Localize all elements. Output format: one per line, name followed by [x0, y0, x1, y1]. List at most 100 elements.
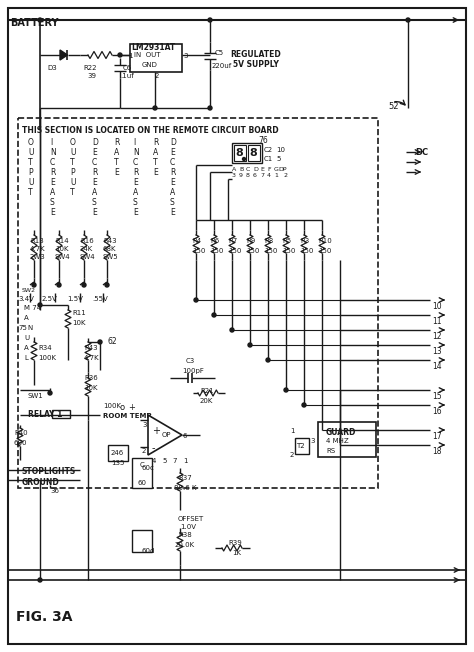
Text: A: A — [50, 188, 55, 197]
Text: 76: 76 — [258, 136, 268, 145]
Text: R: R — [133, 168, 138, 177]
Circle shape — [38, 18, 42, 22]
Text: C: C — [50, 158, 55, 167]
Polygon shape — [60, 50, 67, 60]
Text: A: A — [92, 188, 97, 197]
Text: 1: 1 — [128, 53, 133, 59]
Text: 14: 14 — [432, 362, 442, 371]
Text: 24K: 24K — [80, 246, 93, 252]
Text: 5: 5 — [276, 156, 281, 162]
Text: C: C — [170, 158, 175, 167]
Circle shape — [208, 106, 212, 110]
Text: R: R — [153, 138, 158, 147]
Text: E: E — [133, 208, 138, 217]
Text: 8: 8 — [246, 173, 250, 178]
Text: 100K: 100K — [38, 355, 56, 361]
Text: 7: 7 — [260, 173, 264, 178]
Text: R16: R16 — [80, 238, 94, 244]
Text: 150: 150 — [318, 248, 331, 254]
Text: P: P — [28, 168, 33, 177]
Text: 11: 11 — [432, 317, 441, 326]
Text: R43: R43 — [84, 345, 98, 351]
Circle shape — [248, 343, 252, 347]
Text: F: F — [267, 167, 271, 172]
Text: 20.0K: 20.0K — [175, 542, 195, 548]
Text: 3.4V: 3.4V — [18, 296, 34, 302]
Text: R: R — [114, 138, 119, 147]
Text: 1K: 1K — [232, 550, 241, 556]
Text: .55V: .55V — [92, 296, 108, 302]
Text: 68K: 68K — [103, 246, 117, 252]
Text: 150: 150 — [246, 248, 259, 254]
Text: 1.0V: 1.0V — [180, 524, 196, 530]
Text: S: S — [133, 198, 138, 207]
Text: R6: R6 — [210, 238, 219, 244]
Circle shape — [194, 298, 198, 302]
Text: 9: 9 — [239, 173, 243, 178]
Text: R8: R8 — [264, 238, 273, 244]
Text: 4.7K: 4.7K — [84, 355, 100, 361]
Bar — [130, 44, 182, 72]
Text: 80.6 K: 80.6 K — [174, 485, 197, 491]
Text: R: R — [92, 168, 97, 177]
Text: C: C — [140, 462, 145, 468]
Text: DC: DC — [415, 148, 428, 157]
Polygon shape — [148, 415, 182, 455]
Text: 2: 2 — [284, 173, 288, 178]
Text: SW4: SW4 — [80, 254, 96, 260]
Text: 60d: 60d — [142, 548, 155, 554]
Text: DP: DP — [278, 167, 286, 172]
Text: 1: 1 — [183, 458, 188, 464]
Text: 62: 62 — [108, 337, 118, 346]
Text: I: I — [133, 138, 135, 147]
Text: G: G — [274, 167, 279, 172]
Text: C: C — [92, 158, 97, 167]
Text: C5: C5 — [215, 50, 224, 56]
Bar — [132, 458, 152, 488]
Text: T: T — [70, 188, 74, 197]
Text: E: E — [50, 208, 55, 217]
Text: 3: 3 — [232, 173, 236, 178]
Bar — [234, 145, 246, 161]
Text: U: U — [24, 335, 29, 341]
Text: C: C — [133, 158, 138, 167]
Text: A: A — [114, 148, 119, 157]
Text: 75: 75 — [18, 325, 27, 331]
Circle shape — [82, 283, 86, 287]
Text: RS: RS — [326, 448, 335, 454]
Text: SW1: SW1 — [28, 393, 44, 399]
Text: R36: R36 — [84, 375, 98, 381]
Bar — [52, 410, 70, 418]
Text: 246: 246 — [111, 450, 124, 456]
Text: 52: 52 — [388, 102, 399, 111]
Text: E: E — [92, 208, 97, 217]
Text: 13: 13 — [432, 347, 442, 356]
Text: STOPLIGHTS: STOPLIGHTS — [22, 467, 76, 476]
Circle shape — [212, 313, 216, 317]
Text: E: E — [170, 178, 175, 187]
Text: 3: 3 — [183, 53, 188, 59]
Bar — [295, 438, 309, 454]
Text: E: E — [260, 167, 264, 172]
Text: R40: R40 — [14, 430, 27, 436]
Text: 39: 39 — [87, 73, 96, 79]
Text: 8: 8 — [235, 148, 243, 158]
Text: I: I — [50, 138, 52, 147]
Text: R9: R9 — [246, 238, 255, 244]
Text: N: N — [133, 148, 139, 157]
Text: E: E — [92, 178, 97, 187]
Text: U: U — [70, 178, 75, 187]
Text: GND: GND — [142, 62, 158, 68]
Circle shape — [230, 328, 234, 332]
Text: 5V SUPPLY: 5V SUPPLY — [233, 60, 279, 69]
Text: 135: 135 — [111, 460, 124, 466]
Circle shape — [406, 18, 410, 22]
Text: 150: 150 — [210, 248, 223, 254]
Text: SW4: SW4 — [55, 254, 71, 260]
Text: 150: 150 — [282, 248, 295, 254]
Text: 1: 1 — [290, 428, 294, 434]
Circle shape — [48, 391, 52, 395]
Circle shape — [98, 340, 102, 344]
Circle shape — [118, 53, 122, 57]
Circle shape — [243, 158, 246, 160]
